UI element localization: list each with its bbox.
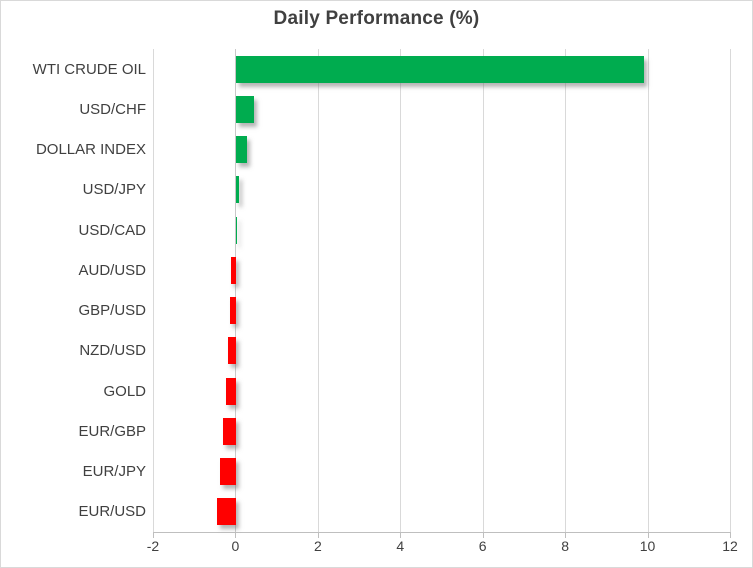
category-label: EUR/GBP [78, 422, 146, 440]
bar-negative [228, 337, 236, 365]
category-label: USD/JPY [82, 181, 146, 199]
category-label: DOLLAR INDEX [35, 141, 146, 159]
x-axis-tick-mark [730, 532, 731, 538]
x-tick-label: 10 [639, 538, 656, 554]
x-axis-tick-mark [647, 532, 649, 538]
gridline [482, 49, 484, 532]
x-tick-label: 2 [313, 538, 322, 554]
category-label: EUR/JPY [82, 463, 146, 481]
category-label: GOLD [103, 382, 146, 400]
chart-title: Daily Performance (%) [273, 8, 480, 29]
x-tick-label: 8 [561, 538, 570, 554]
x-axis-tick-mark [153, 532, 154, 538]
x-axis-tick-mark [400, 532, 402, 538]
x-axis-line [153, 532, 730, 533]
gridline [565, 49, 567, 532]
category-label: NZD/USD [79, 342, 146, 360]
x-axis-tick-mark [235, 532, 237, 538]
x-tick-label: 12 [722, 538, 738, 554]
x-tick-label: 4 [396, 538, 405, 554]
category-label: EUR/USD [78, 503, 146, 521]
category-label: AUD/USD [78, 261, 146, 279]
gridline [400, 49, 402, 532]
gridline [317, 49, 319, 532]
bar-positive [235, 95, 254, 123]
x-tick-label: 6 [478, 538, 487, 554]
category-label: USD/CAD [78, 221, 146, 239]
bar-negative [230, 297, 236, 325]
bar-negative [226, 377, 236, 405]
bar-negative [230, 256, 236, 284]
gridline [153, 49, 154, 532]
gridline [647, 49, 649, 532]
x-axis-tick-mark [482, 532, 484, 538]
category-label: GBP/USD [78, 302, 146, 320]
bar-negative [220, 458, 236, 486]
x-axis-tick-mark [565, 532, 567, 538]
bar-positive [235, 136, 248, 164]
bar-negative [223, 417, 236, 445]
bar-negative [216, 498, 236, 526]
bar-positive [235, 55, 644, 83]
gridline [730, 49, 731, 532]
category-label: USD/CHF [79, 100, 146, 118]
category-label: WTI CRUDE OIL [32, 60, 146, 78]
x-tick-label: -2 [146, 538, 160, 554]
x-tick-label: 0 [231, 538, 240, 554]
zero-axis-line [235, 49, 237, 532]
bar-positive [235, 176, 239, 204]
x-axis-tick-mark [317, 532, 319, 538]
